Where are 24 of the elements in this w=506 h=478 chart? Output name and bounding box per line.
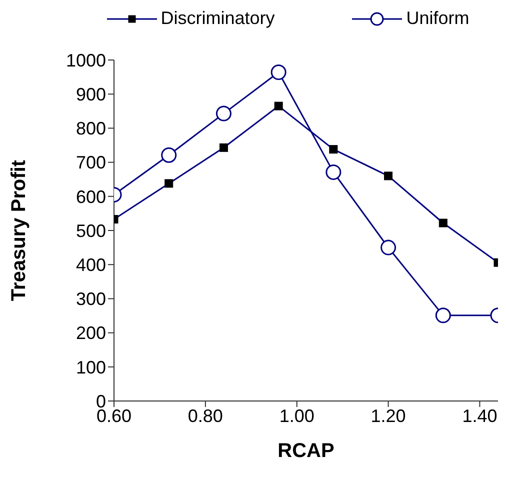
y-tick-label: 200 (76, 323, 106, 344)
x-tick-label: 0.80 (188, 406, 223, 426)
point (161, 147, 177, 163)
point (380, 240, 396, 256)
legend-label: Uniform (406, 8, 470, 29)
point (270, 64, 286, 80)
y-tick-label: 600 (76, 186, 106, 207)
y-tick-label: 1000 (66, 50, 106, 70)
x-axis-title: RCAP (278, 440, 334, 462)
y-tick-label: 700 (76, 152, 106, 173)
point (326, 164, 342, 180)
point (216, 106, 232, 122)
x-tick-label: 1.00 (279, 406, 314, 426)
point (435, 308, 451, 324)
y-tick-label: 800 (76, 118, 106, 139)
x-tick-label: 1.20 (370, 406, 406, 426)
y-axis-title: Treasury Profit (8, 160, 30, 302)
y-tick-label: 900 (76, 84, 106, 104)
y-tick-label: 100 (76, 357, 106, 378)
legend-label: Discriminatory (160, 8, 275, 29)
y-tick-label: 500 (76, 220, 106, 241)
y-tick-label: 400 (76, 254, 106, 275)
y-tick-label: 300 (76, 289, 106, 310)
x-tick-label: 1.40 (462, 406, 498, 426)
